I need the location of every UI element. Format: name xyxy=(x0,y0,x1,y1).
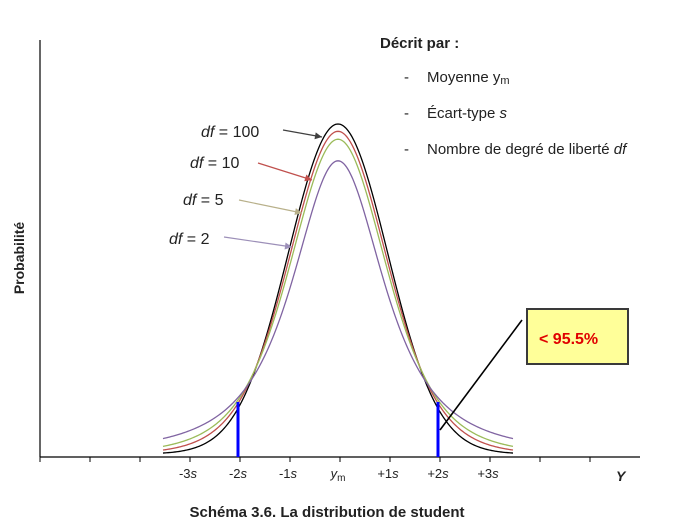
x-tick-label: +3s xyxy=(477,466,499,481)
df-arrow-2 xyxy=(223,236,293,248)
df-arrow-5 xyxy=(238,199,303,214)
df-arrowhead-100 xyxy=(314,132,322,140)
df-arrowhead-10 xyxy=(304,174,312,182)
x-axis-end-label: Y xyxy=(616,468,627,484)
df-label-5: df = 5 xyxy=(183,192,224,209)
x-tick-labels: -3s -2s -1s ym +1s +2s +3s xyxy=(179,466,499,484)
x-tick-label: -1s xyxy=(279,466,298,481)
df-arrowhead-2 xyxy=(284,242,292,250)
legend-item-2: Écart-type s xyxy=(427,105,508,122)
df-label-100: df = 100 xyxy=(201,124,259,141)
df-label-10: df = 10 xyxy=(190,155,239,172)
y-axis-label: Probabilité xyxy=(11,222,27,295)
x-tick-label: +2s xyxy=(427,466,449,481)
x-axis-tick-marks xyxy=(39,457,591,462)
description-legend: Décrit par : - Moyenne ym - Écart-type s - No… xyxy=(380,35,628,158)
df-arrows xyxy=(223,129,323,250)
sigma-markers xyxy=(236,402,440,457)
legend-bullet: - xyxy=(404,69,409,86)
x-tick-label: -2s xyxy=(229,466,248,481)
figure-caption: Schéma 3.6. La distribution de student xyxy=(189,504,464,521)
x-tick-label: +1s xyxy=(377,466,399,481)
curve-df-100 xyxy=(162,123,514,454)
curves xyxy=(162,123,514,454)
legend-bullet: - xyxy=(404,141,409,158)
callout-box xyxy=(526,308,629,365)
legend-title: Décrit par : xyxy=(380,35,459,52)
legend-item-3: Nombre de degré de liberté df xyxy=(427,141,628,158)
df-arrowhead-5 xyxy=(294,208,302,216)
legend-item-1: Moyenne ym xyxy=(427,69,510,87)
df-arrow-10 xyxy=(257,162,313,181)
curve-df-2 xyxy=(162,160,514,440)
x-tick-label: -3s xyxy=(179,466,198,481)
callout-pointer xyxy=(439,319,523,431)
df-label-2: df = 2 xyxy=(169,231,210,248)
df-labels: df = 100 df = 10 df = 5 df = 2 xyxy=(169,124,259,248)
legend-bullet: - xyxy=(404,105,409,122)
curve-df-10 xyxy=(162,130,514,451)
callout-text: < 95.5% xyxy=(539,331,598,348)
x-tick-label: ym xyxy=(330,466,346,484)
curve-df-5 xyxy=(162,138,514,447)
